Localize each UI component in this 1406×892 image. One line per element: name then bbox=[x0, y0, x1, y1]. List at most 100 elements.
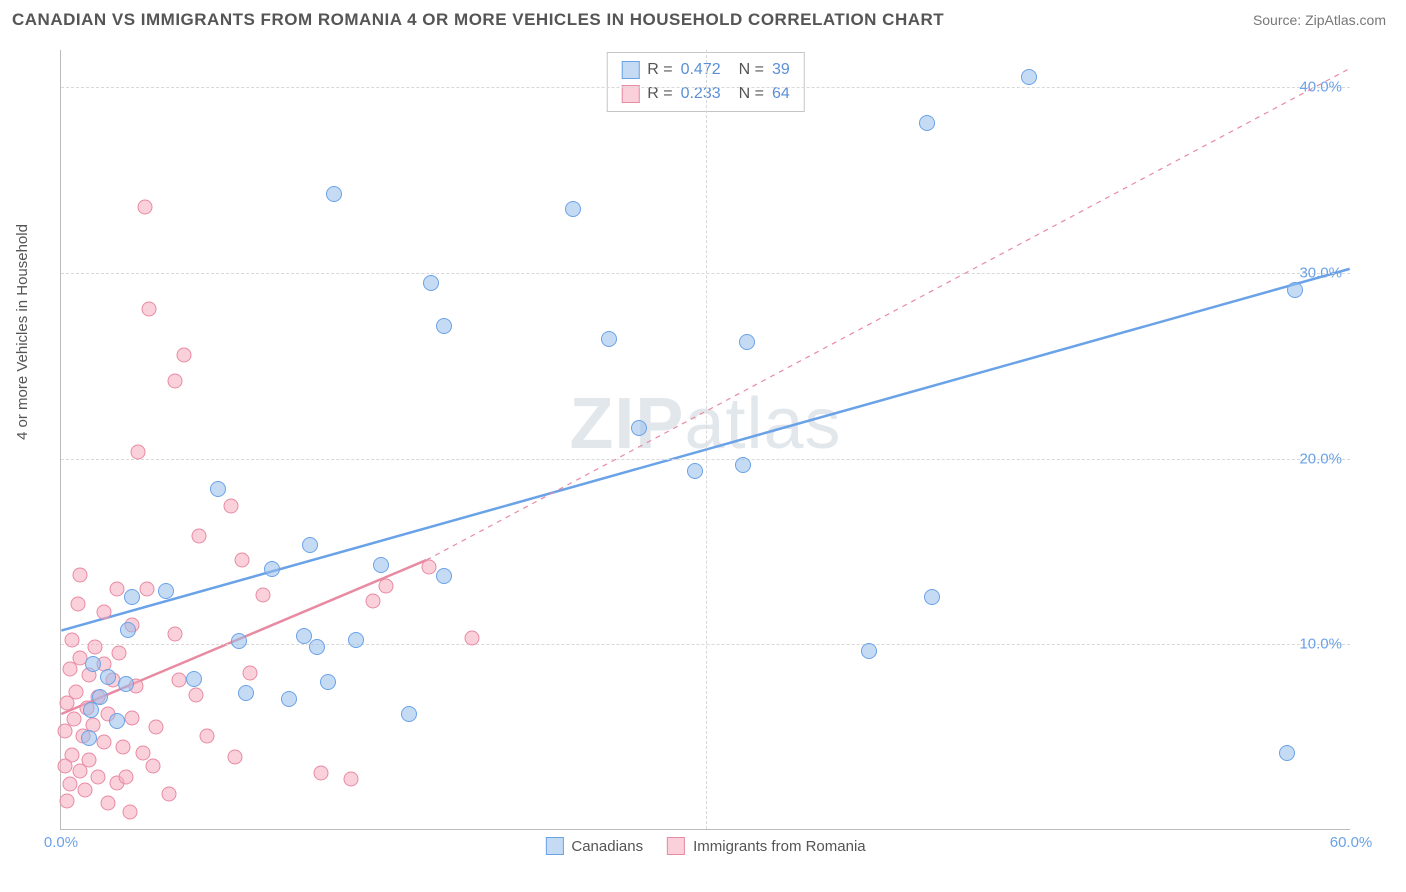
data-point-blue bbox=[100, 669, 116, 685]
data-point-pink bbox=[243, 666, 258, 681]
data-point-blue bbox=[565, 201, 581, 217]
y-tick-label: 20.0% bbox=[1299, 450, 1342, 467]
data-point-blue bbox=[436, 568, 452, 584]
data-point-pink bbox=[97, 734, 112, 749]
data-point-pink bbox=[344, 771, 359, 786]
legend-label-pink: Immigrants from Romania bbox=[693, 838, 866, 855]
data-point-blue bbox=[861, 643, 877, 659]
data-point-pink bbox=[172, 673, 187, 688]
data-point-pink bbox=[378, 578, 393, 593]
data-point-blue bbox=[601, 331, 617, 347]
r-value-blue: 0.472 bbox=[681, 58, 721, 82]
data-point-pink bbox=[189, 688, 204, 703]
data-point-pink bbox=[146, 758, 161, 773]
data-point-blue bbox=[436, 318, 452, 334]
data-point-blue bbox=[320, 674, 336, 690]
y-tick-label: 40.0% bbox=[1299, 79, 1342, 96]
y-tick-label: 10.0% bbox=[1299, 636, 1342, 653]
data-point-blue bbox=[264, 561, 280, 577]
data-point-blue bbox=[401, 706, 417, 722]
data-point-pink bbox=[118, 770, 133, 785]
data-point-blue bbox=[924, 589, 940, 605]
data-point-pink bbox=[148, 719, 163, 734]
data-point-pink bbox=[137, 199, 152, 214]
data-point-pink bbox=[60, 794, 75, 809]
data-point-blue bbox=[1279, 745, 1295, 761]
data-point-blue bbox=[302, 537, 318, 553]
data-point-pink bbox=[223, 498, 238, 513]
data-point-pink bbox=[90, 770, 105, 785]
data-point-pink bbox=[124, 710, 139, 725]
data-point-blue bbox=[348, 632, 364, 648]
data-point-blue bbox=[124, 589, 140, 605]
data-point-blue bbox=[1021, 69, 1037, 85]
data-point-pink bbox=[131, 445, 146, 460]
data-point-pink bbox=[191, 528, 206, 543]
data-point-pink bbox=[256, 588, 271, 603]
r-label: R = bbox=[647, 58, 672, 82]
r-value-pink: 0.233 bbox=[681, 82, 721, 106]
data-point-pink bbox=[122, 805, 137, 820]
data-point-pink bbox=[62, 777, 77, 792]
data-point-pink bbox=[228, 749, 243, 764]
data-point-pink bbox=[58, 723, 73, 738]
data-point-blue bbox=[85, 656, 101, 672]
data-point-blue bbox=[238, 685, 254, 701]
data-point-pink bbox=[464, 630, 479, 645]
r-label: R = bbox=[647, 82, 672, 106]
data-point-pink bbox=[109, 582, 124, 597]
data-point-blue bbox=[309, 639, 325, 655]
data-point-pink bbox=[62, 662, 77, 677]
data-point-blue bbox=[118, 676, 134, 692]
source-label: Source: ZipAtlas.com bbox=[1253, 12, 1386, 28]
x-tick-label: 0.0% bbox=[44, 834, 78, 851]
y-tick-label: 30.0% bbox=[1299, 264, 1342, 281]
data-point-blue bbox=[919, 115, 935, 131]
data-point-pink bbox=[64, 632, 79, 647]
data-point-blue bbox=[1287, 282, 1303, 298]
data-point-pink bbox=[112, 645, 127, 660]
data-point-pink bbox=[73, 764, 88, 779]
data-point-pink bbox=[58, 758, 73, 773]
data-point-pink bbox=[167, 374, 182, 389]
data-point-blue bbox=[186, 671, 202, 687]
data-point-pink bbox=[421, 560, 436, 575]
data-point-pink bbox=[73, 567, 88, 582]
data-point-blue bbox=[687, 463, 703, 479]
data-point-pink bbox=[77, 783, 92, 798]
data-point-pink bbox=[200, 729, 215, 744]
legend-label-blue: Canadians bbox=[571, 838, 643, 855]
data-point-pink bbox=[365, 593, 380, 608]
n-label: N = bbox=[739, 82, 764, 106]
series-legend: Canadians Immigrants from Romania bbox=[545, 837, 865, 855]
legend-item-blue: Canadians bbox=[545, 837, 643, 855]
x-tick-label: 60.0% bbox=[1330, 834, 1373, 851]
data-point-pink bbox=[140, 582, 155, 597]
data-point-pink bbox=[60, 695, 75, 710]
data-point-blue bbox=[120, 622, 136, 638]
data-point-pink bbox=[176, 348, 191, 363]
data-point-blue bbox=[631, 420, 647, 436]
data-point-blue bbox=[326, 186, 342, 202]
data-point-blue bbox=[423, 275, 439, 291]
data-point-pink bbox=[88, 640, 103, 655]
swatch-blue bbox=[545, 837, 563, 855]
data-point-pink bbox=[142, 302, 157, 317]
data-point-pink bbox=[161, 786, 176, 801]
data-point-blue bbox=[735, 457, 751, 473]
data-point-pink bbox=[101, 796, 116, 811]
data-point-pink bbox=[97, 604, 112, 619]
swatch-blue bbox=[621, 61, 639, 79]
chart-title: CANADIAN VS IMMIGRANTS FROM ROMANIA 4 OR… bbox=[12, 10, 944, 30]
data-point-blue bbox=[281, 691, 297, 707]
data-point-pink bbox=[71, 597, 86, 612]
n-value-pink: 64 bbox=[772, 82, 790, 106]
data-point-pink bbox=[167, 627, 182, 642]
data-point-blue bbox=[81, 730, 97, 746]
gridline-v bbox=[706, 50, 707, 829]
data-point-pink bbox=[234, 552, 249, 567]
y-axis-label: 4 or more Vehicles in Household bbox=[14, 224, 31, 440]
data-point-blue bbox=[109, 713, 125, 729]
plot-area: ZIPatlas R = 0.472 N = 39 R = 0.233 N = … bbox=[60, 50, 1350, 830]
n-label: N = bbox=[739, 58, 764, 82]
